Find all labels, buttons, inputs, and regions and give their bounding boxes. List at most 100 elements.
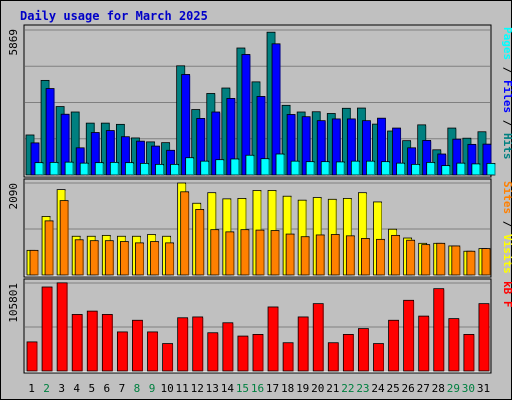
bar-pages-day-6 [109,161,119,176]
bar-pages-day-1 [34,162,44,176]
bar-pages-day-14 [230,158,240,176]
bar-kbytes-day-4 [71,314,83,372]
bar-kbytes-day-30 [463,333,475,372]
bar-pages-day-27 [426,161,436,176]
panel-top: 5869 Pages / Files / Hits [7,24,512,178]
bar-pages-day-30 [471,163,481,176]
bar-sites-day-31 [481,248,491,276]
bar-pages-day-24 [381,161,390,176]
panel-middle: 2090 Sites / Visits [7,178,512,278]
legend-visits: Visits [501,234,512,274]
x-tick-label-7: 7 [119,382,126,395]
x-tick-label-30: 30 [462,382,475,395]
bar-kbytes-day-28 [433,288,445,372]
bar-sites-day-28 [436,242,446,276]
bar-pages-day-22 [350,160,360,176]
bar-kbytes-day-22 [342,333,354,372]
bar-sites-day-16 [255,229,265,276]
bar-pages-day-7 [124,162,134,176]
x-tick-label-31: 31 [477,382,490,395]
chart-title: Daily usage for March 2025 [20,9,208,23]
bar-sites-day-9 [150,241,159,276]
bar-sites-day-29 [451,245,461,276]
bar-pages-day-25 [396,162,405,176]
bar-kbytes-day-13 [207,332,219,372]
bar-pages-day-13 [215,159,225,176]
bar-sites-day-5 [89,240,99,276]
ytick-label-top: 5869 [7,29,20,56]
bar-kbytes-day-14 [222,322,234,372]
bar-sites-day-20 [315,234,325,276]
bar-sites-day-10 [165,242,174,276]
series-pages [34,153,496,176]
bar-pages-day-17 [275,153,285,176]
series-kbytes [26,282,490,372]
x-tick-label-2: 2 [43,382,50,395]
bar-pages-day-12 [200,160,210,176]
bar-pages-day-3 [64,161,74,176]
bar-sites-day-2 [44,220,54,276]
x-tick-label-28: 28 [432,382,445,395]
x-tick-label-24: 24 [371,382,385,395]
bar-kbytes-day-3 [56,282,68,372]
bar-kbytes-day-26 [403,299,415,372]
bar-sites-day-25 [391,234,400,276]
bar-pages-day-31 [486,162,496,176]
right-legend-bottom: kB F [501,281,512,308]
bar-sites-day-12 [195,209,205,276]
bar-kbytes-day-21 [327,342,339,372]
x-tick-label-5: 5 [88,382,95,395]
bar-pages-day-11 [185,157,195,176]
bar-pages-day-5 [94,162,104,176]
bar-pages-day-10 [170,163,179,176]
bar-pages-day-23 [366,160,375,176]
bar-kbytes-day-29 [448,318,460,372]
bar-pages-day-28 [441,165,451,176]
bar-kbytes-day-18 [282,342,294,372]
x-tick-label-26: 26 [402,382,415,395]
legend-files: Files [501,80,512,113]
x-tick-label-16: 16 [251,382,264,395]
legend-hits: Hits [501,133,512,160]
x-tick-label-1: 1 [28,382,35,395]
x-tick-label-20: 20 [311,382,324,395]
bar-sites-day-26 [406,239,416,276]
x-tick-label-14: 14 [221,382,235,395]
x-tick-label-10: 10 [160,382,173,395]
legend--: / [501,214,512,234]
bar-kbytes-day-6 [101,314,113,372]
x-tick-label-6: 6 [104,382,111,395]
bar-pages-day-20 [320,161,330,176]
bar-sites-day-30 [466,250,476,276]
bar-kbytes-day-17 [267,306,279,372]
series-sites [29,191,491,276]
bar-pages-day-15 [245,154,255,176]
bar-kbytes-day-20 [312,303,324,372]
x-tick-label-22: 22 [341,382,354,395]
bar-sites-day-24 [376,238,385,276]
ytick-label-bottom: 105801 [7,283,20,323]
legend-sites: Sites [501,181,512,214]
bar-sites-day-19 [300,236,310,276]
bar-pages-day-18 [290,160,300,176]
bar-pages-day-8 [140,162,149,176]
x-tick-label-4: 4 [73,382,80,395]
bar-pages-day-4 [79,162,89,176]
bar-kbytes-day-23 [358,328,369,372]
right-legend-middle: Sites / Visits [501,181,512,274]
x-tick-label-9: 9 [149,382,156,395]
bar-pages-day-16 [260,158,270,176]
bar-sites-day-1 [29,249,39,276]
x-tick-label-3: 3 [58,382,65,395]
bar-sites-day-3 [59,200,69,276]
bar-sites-day-18 [285,233,295,276]
bar-sites-day-14 [225,231,235,276]
bar-kbytes-day-7 [116,331,128,372]
bar-pages-day-2 [49,161,59,176]
x-tick-label-25: 25 [386,382,399,395]
bar-sites-day-13 [210,229,220,276]
bar-pages-day-26 [411,163,421,176]
bar-kbytes-day-12 [192,316,204,372]
bar-kbytes-day-1 [26,341,38,372]
